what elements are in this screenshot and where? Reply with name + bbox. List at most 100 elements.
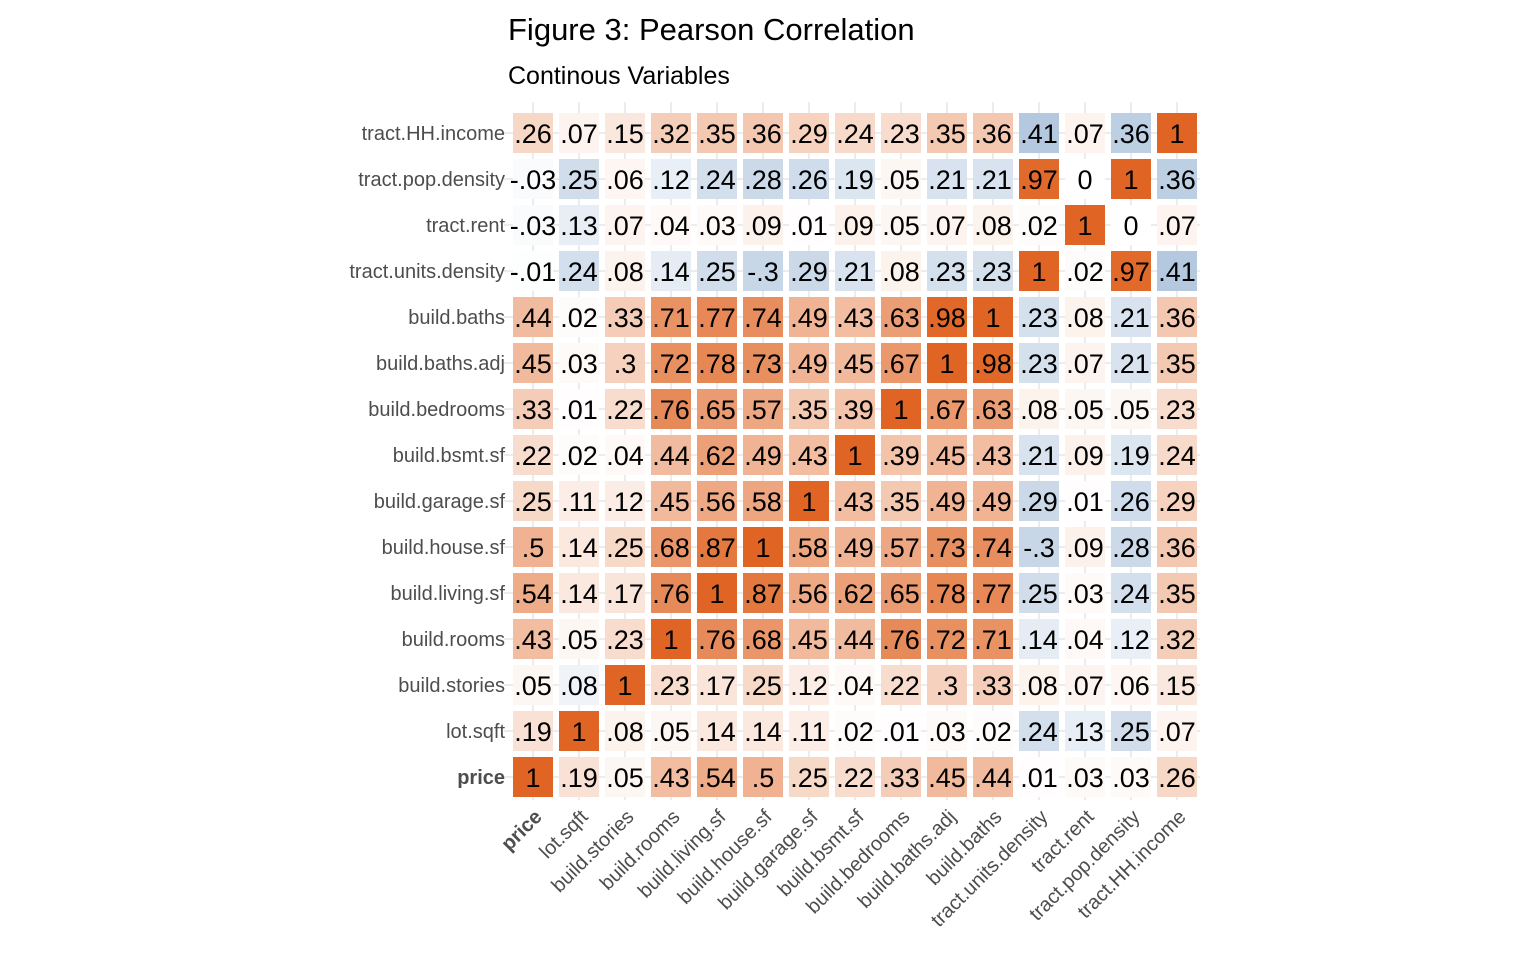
heatmap-cell: [789, 711, 829, 751]
heatmap-cell: [651, 665, 691, 705]
heatmap-cell: [835, 205, 875, 245]
cell-value-label: .19: [1112, 441, 1150, 471]
cell-value-label: .98: [928, 303, 966, 333]
y-tick-label: build.living.sf: [390, 583, 505, 605]
cell-value-label: 1: [1169, 119, 1184, 149]
heatmap-cell: [743, 113, 783, 153]
cell-value-label: 0: [1077, 165, 1092, 195]
y-tick-label: build.bedrooms: [368, 399, 505, 421]
cell-value-label: .49: [974, 487, 1012, 517]
heatmap-cell: [927, 435, 967, 475]
heatmap-cell: [1019, 481, 1059, 521]
y-tick-label: build.rooms: [402, 629, 505, 651]
y-tick-label: tract.units.density: [349, 261, 505, 283]
cell-value-label: .07: [1158, 211, 1196, 241]
heatmap-cell: [973, 205, 1013, 245]
cell-value-label: .23: [606, 625, 644, 655]
cell-value-label: .36: [1112, 119, 1150, 149]
cell-value-label: .02: [1020, 211, 1058, 241]
cell-value-label: .3: [614, 349, 637, 379]
heatmap-cell: [881, 205, 921, 245]
heatmap-cell: [1065, 573, 1105, 613]
cell-value-label: .08: [1066, 303, 1104, 333]
cell-value-label: .04: [836, 671, 874, 701]
cell-value-label: .76: [652, 395, 690, 425]
cell-value-label: .3: [936, 671, 959, 701]
heatmap-cell: [1111, 757, 1151, 797]
heatmap-cell: [1111, 481, 1151, 521]
cell-value-label: 1: [617, 671, 632, 701]
cell-value-label: 1: [571, 717, 586, 747]
cell-value-label: .35: [1158, 579, 1196, 609]
heatmap-cell: [1019, 113, 1059, 153]
heatmap-cell: [651, 711, 691, 751]
cell-value-label: .49: [744, 441, 782, 471]
heatmap-cell: [605, 527, 645, 567]
cell-value-label: .43: [836, 303, 874, 333]
heatmap-cell: [1157, 343, 1197, 383]
x-axis-tick-labels: pricelot.sqftbuild.storiesbuild.roomsbui…: [497, 806, 1190, 932]
cell-value-label: .67: [882, 349, 920, 379]
cell-value-label: -.03: [510, 211, 557, 241]
heatmap-cell: [651, 113, 691, 153]
heatmap-cell: [513, 573, 553, 613]
cell-value-label: .78: [928, 579, 966, 609]
heatmap-cell: [789, 757, 829, 797]
heatmap-cell: [559, 481, 599, 521]
y-tick-label: build.baths.adj: [376, 353, 505, 375]
heatmap-cell: [743, 251, 783, 291]
cell-value-label: .02: [560, 303, 598, 333]
heatmap-cell: [1157, 297, 1197, 337]
heatmap-cell: [881, 619, 921, 659]
cell-value-label: .39: [836, 395, 874, 425]
cell-value-label: .08: [1020, 395, 1058, 425]
heatmap-cell: [973, 389, 1013, 429]
cell-value-label: .07: [928, 211, 966, 241]
heatmap-cell: [1157, 389, 1197, 429]
cell-value-label: .36: [1158, 165, 1196, 195]
heatmap-cell: [789, 113, 829, 153]
cell-value-label: .68: [744, 625, 782, 655]
heatmap-cell: [743, 297, 783, 337]
heatmap-cell: [651, 435, 691, 475]
heatmap-cell: [973, 435, 1013, 475]
heatmap-cell: [697, 481, 737, 521]
heatmap-cell: [1065, 113, 1105, 153]
cell-value-label: .74: [974, 533, 1012, 563]
cell-value-label: .72: [652, 349, 690, 379]
heatmap-cell: [559, 757, 599, 797]
cell-value-label: .63: [882, 303, 920, 333]
cell-value-label: .57: [744, 395, 782, 425]
cell-value-label: .07: [560, 119, 598, 149]
heatmap-cell: [927, 113, 967, 153]
heatmap-cell: [513, 619, 553, 659]
cell-value-label: .78: [698, 349, 736, 379]
heatmap-cell: [927, 205, 967, 245]
cell-value-label: .54: [698, 763, 736, 793]
cell-value-label: .25: [514, 487, 552, 517]
cell-value-label: .05: [606, 763, 644, 793]
heatmap-cell: [973, 619, 1013, 659]
cell-value-label: .04: [652, 211, 690, 241]
heatmap-cell: [1111, 205, 1151, 245]
cell-value-label: 1: [1031, 257, 1046, 287]
heatmap-cell: [697, 389, 737, 429]
cell-value-label: .14: [652, 257, 690, 287]
cell-value-label: .5: [752, 763, 775, 793]
cell-value-label: .26: [514, 119, 552, 149]
cell-value-label: 1: [1077, 211, 1092, 241]
cell-value-label: .07: [1066, 119, 1104, 149]
heatmap-cell: [1019, 757, 1059, 797]
heatmap-cell: [559, 665, 599, 705]
heatmap-cell: [743, 389, 783, 429]
cell-value-label: .29: [1020, 487, 1058, 517]
heatmap-cell: [1111, 389, 1151, 429]
cell-value-label: .67: [928, 395, 966, 425]
cell-value-label: -.01: [510, 257, 557, 287]
heatmap-cell: [1157, 159, 1197, 199]
heatmap-cell: [697, 435, 737, 475]
cell-value-label: 1: [893, 395, 908, 425]
cell-value-label: .07: [606, 211, 644, 241]
heatmap-cell: [927, 481, 967, 521]
cell-value-label: 1: [1123, 165, 1138, 195]
